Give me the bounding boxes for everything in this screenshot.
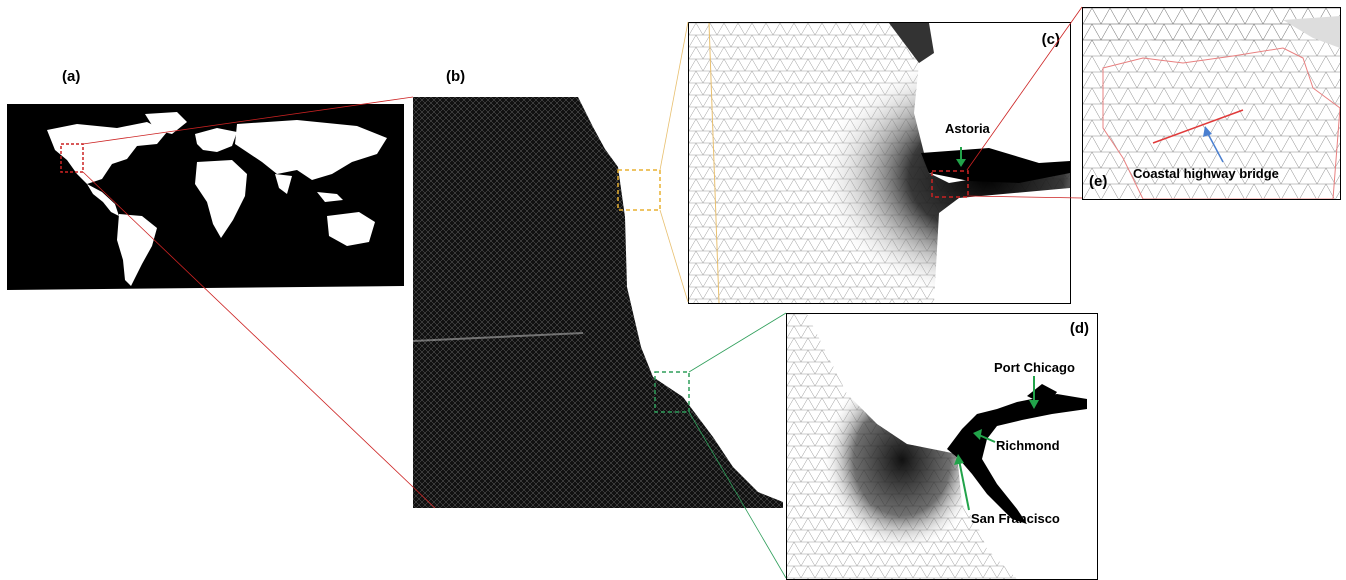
inset-box-e-marker (931, 170, 969, 198)
bridge-annotation: Coastal highway bridge (1133, 166, 1279, 181)
inset-box-c-marker (617, 169, 661, 211)
san-francisco-annotation: San Francisco (971, 511, 1060, 526)
mesh-grid-b (413, 97, 783, 508)
inset-box-d-marker (654, 371, 690, 413)
panel-c-label: (c) (1041, 31, 1060, 48)
bridge-arrow (1203, 126, 1224, 163)
panel-d-arrows (954, 376, 1039, 511)
panel-d-mesh: (d) Port Chicago Richmond San Francisco (786, 313, 1098, 580)
panel-a-world-map (7, 104, 404, 298)
panel-e-label: (e) (1089, 173, 1108, 190)
mesh-grid-e (1083, 8, 1340, 199)
astoria-annotation: Astoria (945, 121, 990, 136)
world-map-landmass (7, 112, 404, 298)
inset-box-a (60, 143, 84, 173)
north-arrow (956, 159, 966, 167)
panel-b-label: (b) (446, 68, 466, 85)
panel-d-label: (d) (1069, 320, 1089, 337)
mesh-grid-c (689, 23, 1070, 303)
port-chicago-annotation: Port Chicago (994, 360, 1075, 375)
panel-b-mesh (413, 97, 783, 508)
panel-a-label: (a) (62, 68, 81, 85)
panel-c-mesh: (c) Astoria (688, 22, 1071, 304)
mesh-grid-d (787, 314, 1087, 579)
richmond-annotation: Richmond (996, 438, 1060, 453)
panel-e-mesh: (e) Coastal highway bridge (1082, 7, 1341, 200)
